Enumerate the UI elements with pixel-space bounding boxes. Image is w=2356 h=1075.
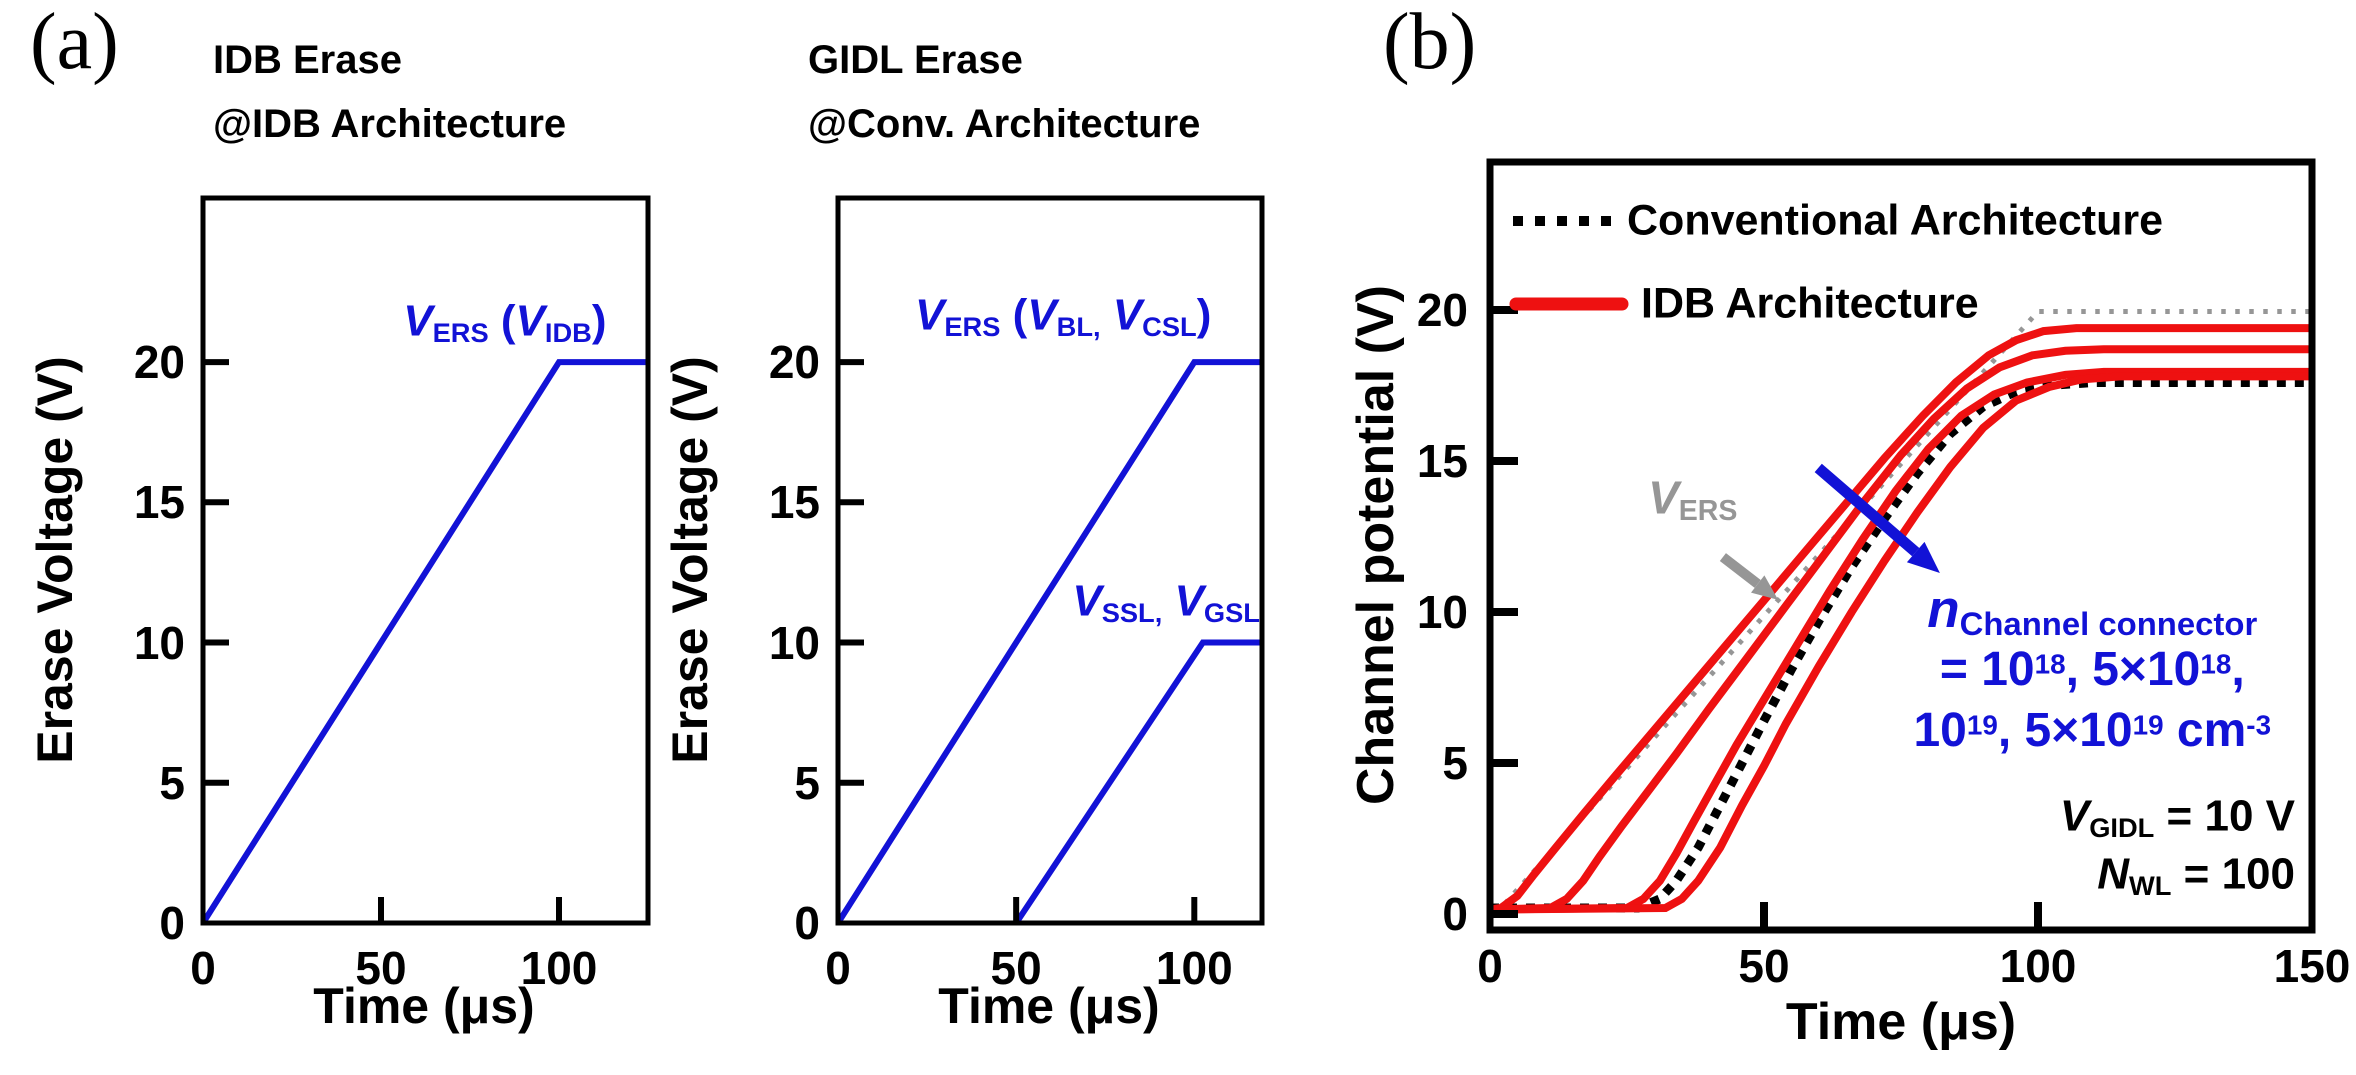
channel_potential-series-4 <box>1489 367 2312 914</box>
channel_potential-ytick-label-20: 20 <box>1416 283 1468 336</box>
channel_potential-ytick-label-0: 0 <box>1442 887 1468 940</box>
n-increase-blue-arrow-head <box>1906 541 1940 573</box>
vers-gray-arrow <box>1719 553 1761 588</box>
legend-label-conventional: Conventional Architecture <box>1627 196 2163 245</box>
x-axis-label-idb-erase: Time (μs) <box>313 978 535 1034</box>
gidl_erase-plot-border <box>835 195 1265 926</box>
gidl_erase-ytick-label-10: 10 <box>768 616 820 669</box>
vers-gray-label: VERS <box>1648 471 1738 528</box>
channel_potential-plot-border <box>1486 158 2316 934</box>
nwl-param-label: NWL = 100 <box>2097 849 2295 902</box>
idb_erase-ytick-label-5: 5 <box>159 756 185 809</box>
idb_erase-ytick-label-15: 15 <box>133 476 185 529</box>
chart-title-gidl-erase-line1: GIDL Erase <box>808 38 1023 82</box>
x-axis-label-channel-potential: Time (μs) <box>1785 993 2017 1051</box>
chart-title-gidl-erase: GIDL Erase @Conv. Architecture <box>808 28 1200 156</box>
channel_potential-ytick-label-15: 15 <box>1416 434 1468 487</box>
vers-vidb-label: VERS (VIDB) <box>403 296 607 348</box>
idb_erase-ytick-label-20: 20 <box>133 336 185 389</box>
idb_erase-xtick-label-50: 50 <box>355 942 407 994</box>
channel_potential-xtick-label-100: 100 <box>1999 940 2077 992</box>
n-channel-connector-line2: = 1018, 5×1018, <box>1939 642 2245 696</box>
idb_erase-xtick-label-100: 100 <box>520 942 598 994</box>
gidl_erase-ytick-label-20: 20 <box>768 336 820 389</box>
channel_potential-xtick-label-50: 50 <box>1738 940 1790 992</box>
idb_erase-series-0 <box>200 359 648 925</box>
panel-label-a: (a) <box>30 0 119 86</box>
chart-title-gidl-erase-line2: @Conv. Architecture <box>808 102 1201 146</box>
n-channel-connector-line1: nChannel connector <box>1927 580 2258 642</box>
channel_potential-xtick-label-150: 150 <box>2273 940 2351 992</box>
gidl_erase-ytick-label-0: 0 <box>794 897 820 949</box>
legend-label-idb: IDB Architecture <box>1641 279 1979 328</box>
chart-title-idb-erase: IDB Erase @IDB Architecture <box>213 28 566 156</box>
channel_potential-ytick-label-5: 5 <box>1442 736 1468 789</box>
channel_potential-series-1 <box>1490 378 2312 913</box>
gidl_erase-series-0 <box>835 359 1262 925</box>
panel-label-b: (b) <box>1383 0 1477 86</box>
y-axis-label-idb-erase: Erase Voltage (V) <box>27 356 83 764</box>
y-axis-label-gidl-erase: Erase Voltage (V) <box>662 356 718 764</box>
gidl_erase-xtick-label-100: 100 <box>1155 942 1233 994</box>
channel_potential-series-3 <box>1489 345 2312 914</box>
vssl-vgsl-label: VSSL, VGSL <box>1072 576 1260 629</box>
gidl_erase-series-1 <box>1013 639 1262 925</box>
n-increase-blue-arrow <box>1814 463 1920 557</box>
channel_potential-ytick-label-10: 10 <box>1416 585 1468 638</box>
chart-title-idb-erase-line1: IDB Erase <box>213 38 402 82</box>
gidl_erase-xtick-label-0: 0 <box>825 942 851 994</box>
gidl_erase-ytick-label-15: 15 <box>768 476 820 529</box>
vers-vbl-vcsl-label: VERS (VBL, VCSL) <box>914 290 1212 343</box>
gidl_erase-ytick-label-5: 5 <box>794 756 820 809</box>
vgidl-param-label: VGIDL = 10 V <box>2059 791 2295 844</box>
idb_erase-xtick-label-0: 0 <box>190 942 216 994</box>
x-axis-label-gidl-erase: Time (μs) <box>938 978 1160 1034</box>
idb_erase-ytick-label-0: 0 <box>159 897 185 949</box>
chart-title-idb-erase-line2: @IDB Architecture <box>213 102 567 146</box>
channel_potential-xtick-label-0: 0 <box>1477 940 1503 992</box>
idb_erase-ytick-label-10: 10 <box>133 616 185 669</box>
idb_erase-plot-border <box>200 195 651 926</box>
y-axis-label-channel-potential: Channel potential (V) <box>1347 285 1405 805</box>
channel_potential-series-0 <box>1493 309 2312 916</box>
n-channel-connector-line3: 1019, 5×1019 cm-3 <box>1913 703 2272 757</box>
gidl_erase-xtick-label-50: 50 <box>990 942 1042 994</box>
vers-gray-arrow-head <box>1751 575 1779 600</box>
channel_potential-series-5 <box>1489 372 2312 914</box>
